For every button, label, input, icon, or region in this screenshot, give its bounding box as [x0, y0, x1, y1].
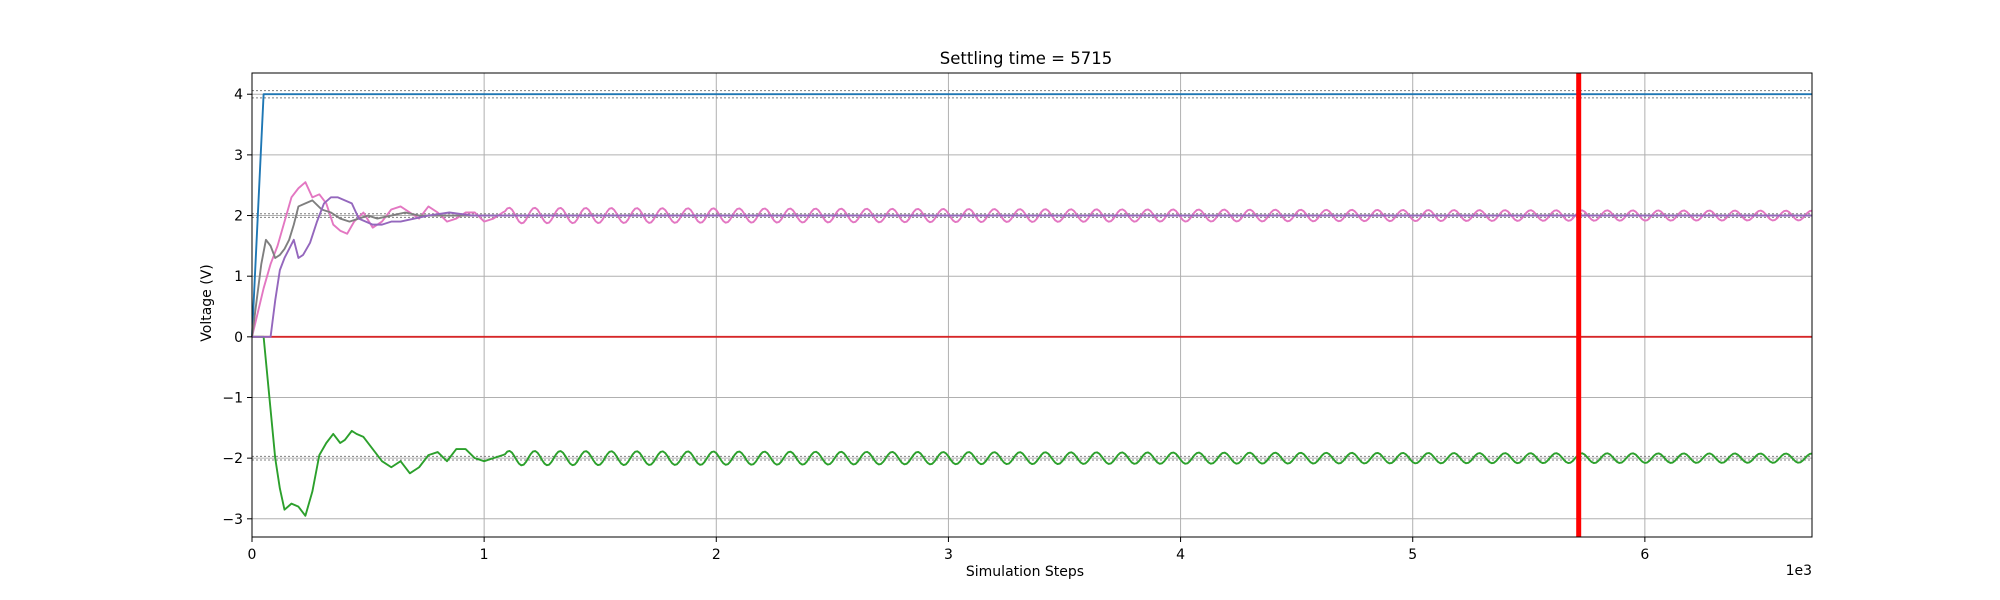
y-tick-label: 1: [234, 269, 243, 285]
y-axis-label: Voltage (V): [199, 264, 215, 341]
y-tick-label: −2: [222, 451, 243, 467]
y-tick-label: −1: [222, 390, 243, 406]
y-tick-label: 0: [234, 330, 243, 346]
chart-title: Settling time = 5715: [940, 49, 1113, 68]
series-line: [251, 181, 1813, 338]
x-tick-label: 0: [248, 547, 257, 563]
axis-ticks: 0 1 2 3 4 5 6 −3 −2 −1 0 1 2 3 4: [222, 87, 1649, 563]
x-tick-label: 5: [1408, 547, 1417, 563]
x-axis-label: Simulation Steps: [966, 564, 1084, 580]
series-lines: [251, 93, 1813, 517]
x-tick-label: 3: [944, 547, 953, 563]
x-tick-label: 6: [1640, 547, 1649, 563]
series-line: [252, 335, 1813, 517]
series-line: [251, 93, 1812, 337]
series-line: [252, 196, 1812, 338]
axes-frame: [251, 72, 1813, 538]
x-tick-label: 4: [1176, 547, 1185, 563]
x-tick-label: 2: [712, 547, 721, 563]
x-tick-label: 1: [480, 547, 489, 563]
y-tick-label: 3: [234, 148, 243, 164]
y-tick-label: 4: [234, 87, 243, 103]
y-tick-label: −3: [222, 512, 243, 528]
series-line: [251, 199, 1812, 337]
y-tick-label: 2: [234, 209, 243, 225]
x-axis-offset-text: 1e3: [1786, 563, 1812, 579]
